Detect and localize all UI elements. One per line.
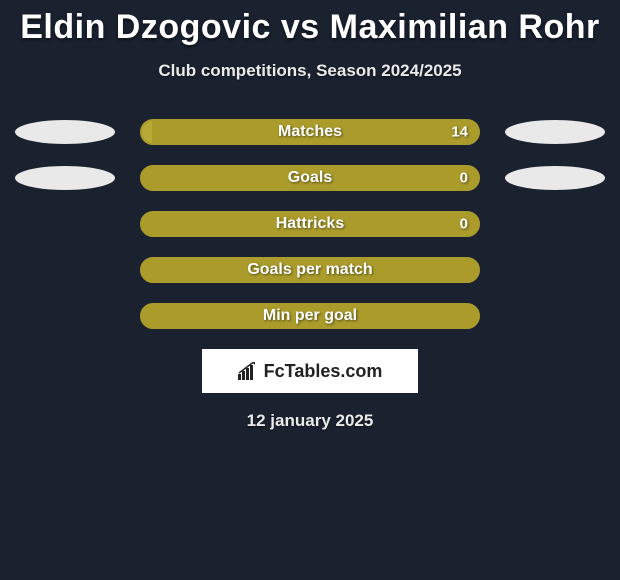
stat-row: Hattricks0 xyxy=(0,211,620,237)
player1-ellipse xyxy=(15,120,115,144)
date-label: 12 january 2025 xyxy=(247,411,374,431)
page-title: Eldin Dzogovic vs Maximilian Rohr xyxy=(20,8,600,47)
left-ellipse-slot xyxy=(10,211,120,237)
logo-text: FcTables.com xyxy=(264,361,383,382)
right-ellipse-slot xyxy=(500,257,610,283)
stat-rows: Matches14 Goals0 Hattricks0 Goals per match… xyxy=(0,119,620,329)
stat-bar: Goals per match xyxy=(140,257,480,283)
left-ellipse-slot xyxy=(10,165,120,191)
right-ellipse-slot xyxy=(500,211,610,237)
page-subtitle: Club competitions, Season 2024/2025 xyxy=(158,61,461,81)
right-ellipse-slot xyxy=(500,165,610,191)
infographic-container: Eldin Dzogovic vs Maximilian Rohr Club c… xyxy=(0,0,620,431)
stat-row: Goals0 xyxy=(0,165,620,191)
stat-bar: Hattricks0 xyxy=(140,211,480,237)
left-ellipse-slot xyxy=(10,303,120,329)
right-ellipse-slot xyxy=(500,119,610,145)
stat-bar: Matches14 xyxy=(140,119,480,145)
stat-bar: Min per goal xyxy=(140,303,480,329)
left-ellipse-slot xyxy=(10,119,120,145)
fctables-logo: FcTables.com xyxy=(202,349,418,393)
player1-ellipse xyxy=(15,166,115,190)
player2-ellipse xyxy=(505,166,605,190)
stat-row: Min per goal xyxy=(0,303,620,329)
left-ellipse-slot xyxy=(10,257,120,283)
stat-bar: Goals0 xyxy=(140,165,480,191)
bar-chart-icon xyxy=(238,362,260,380)
player2-ellipse xyxy=(505,120,605,144)
stat-row: Matches14 xyxy=(0,119,620,145)
right-ellipse-slot xyxy=(500,303,610,329)
stat-row: Goals per match xyxy=(0,257,620,283)
